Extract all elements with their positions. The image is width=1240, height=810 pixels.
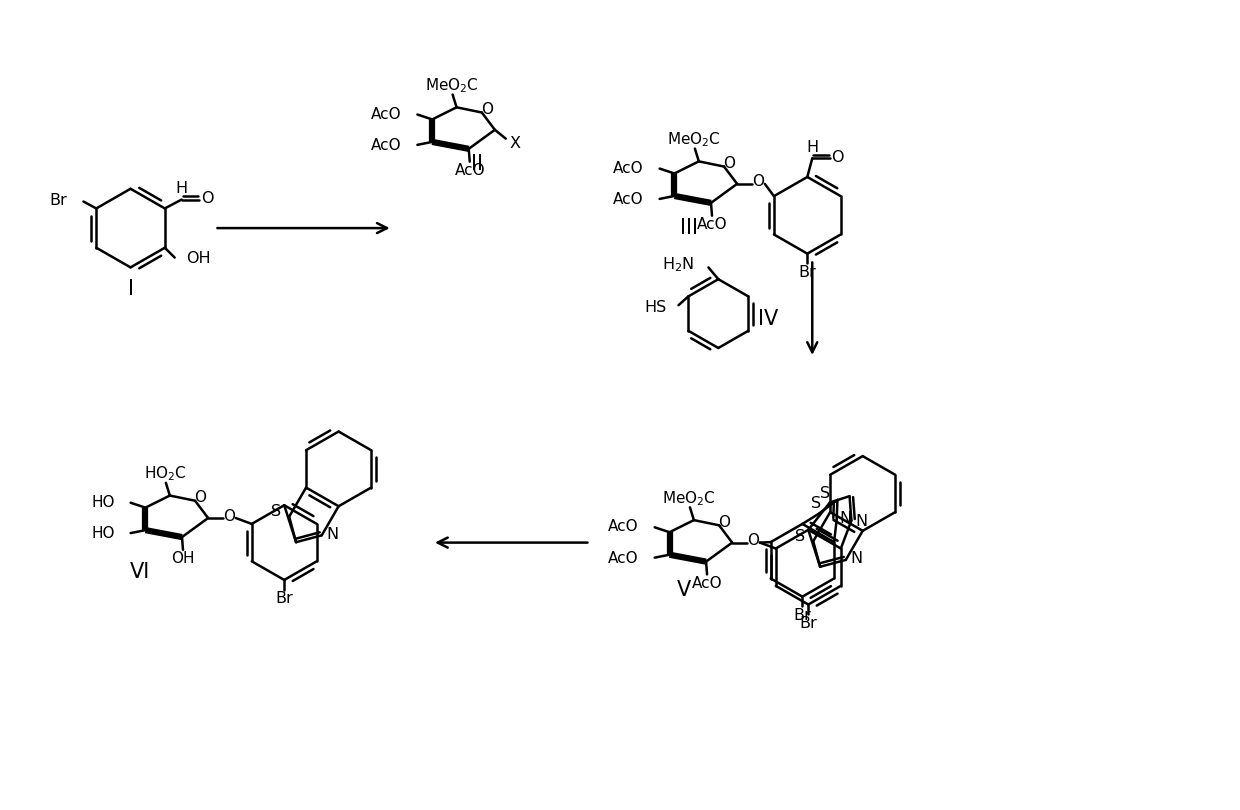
Text: H$_2$N: H$_2$N [662,255,694,274]
Text: AcO: AcO [609,551,639,565]
Text: Br: Br [794,608,811,623]
Text: MeO$_2$C: MeO$_2$C [425,76,479,95]
Text: AcO: AcO [454,163,485,178]
Text: N: N [839,511,852,526]
Text: S: S [795,529,806,544]
Text: VI: VI [130,562,150,582]
Text: AcO: AcO [692,576,723,590]
Text: AcO: AcO [614,192,644,207]
Text: S: S [820,486,830,501]
Text: O: O [831,150,843,164]
Text: AcO: AcO [371,138,402,153]
Text: V: V [677,580,692,599]
Text: N: N [326,526,339,542]
Text: I: I [128,279,134,299]
Text: AcO: AcO [371,107,402,122]
Text: IV: IV [758,309,777,329]
Text: O: O [748,533,759,548]
Text: HO: HO [92,526,115,541]
Text: Br: Br [275,591,293,606]
Text: Br: Br [799,265,816,279]
Text: HS: HS [645,300,667,315]
Text: O: O [718,515,730,530]
Text: O: O [723,156,735,171]
Text: S: S [811,497,821,511]
Text: O: O [195,490,207,505]
Text: N: N [856,514,867,529]
Text: S: S [272,505,281,519]
Text: H: H [806,140,818,155]
Text: H: H [176,181,187,196]
Text: O: O [201,191,213,206]
Text: AcO: AcO [614,160,644,176]
Text: MeO$_2$C: MeO$_2$C [662,489,715,508]
Text: III: III [681,218,698,238]
Text: Br: Br [50,193,68,208]
Text: O: O [223,509,236,523]
Text: OH: OH [186,251,211,266]
Text: AcO: AcO [609,519,639,535]
Text: HO$_2$C: HO$_2$C [144,465,186,484]
Text: O: O [481,102,494,117]
Text: OH: OH [171,551,195,566]
Text: Br: Br [800,616,817,631]
Text: II: II [471,154,482,174]
Text: N: N [851,552,863,566]
Text: AcO: AcO [697,217,728,232]
Text: HO: HO [92,495,115,509]
Text: MeO$_2$C: MeO$_2$C [667,130,720,149]
Text: X: X [510,136,520,151]
Text: O: O [753,174,764,190]
